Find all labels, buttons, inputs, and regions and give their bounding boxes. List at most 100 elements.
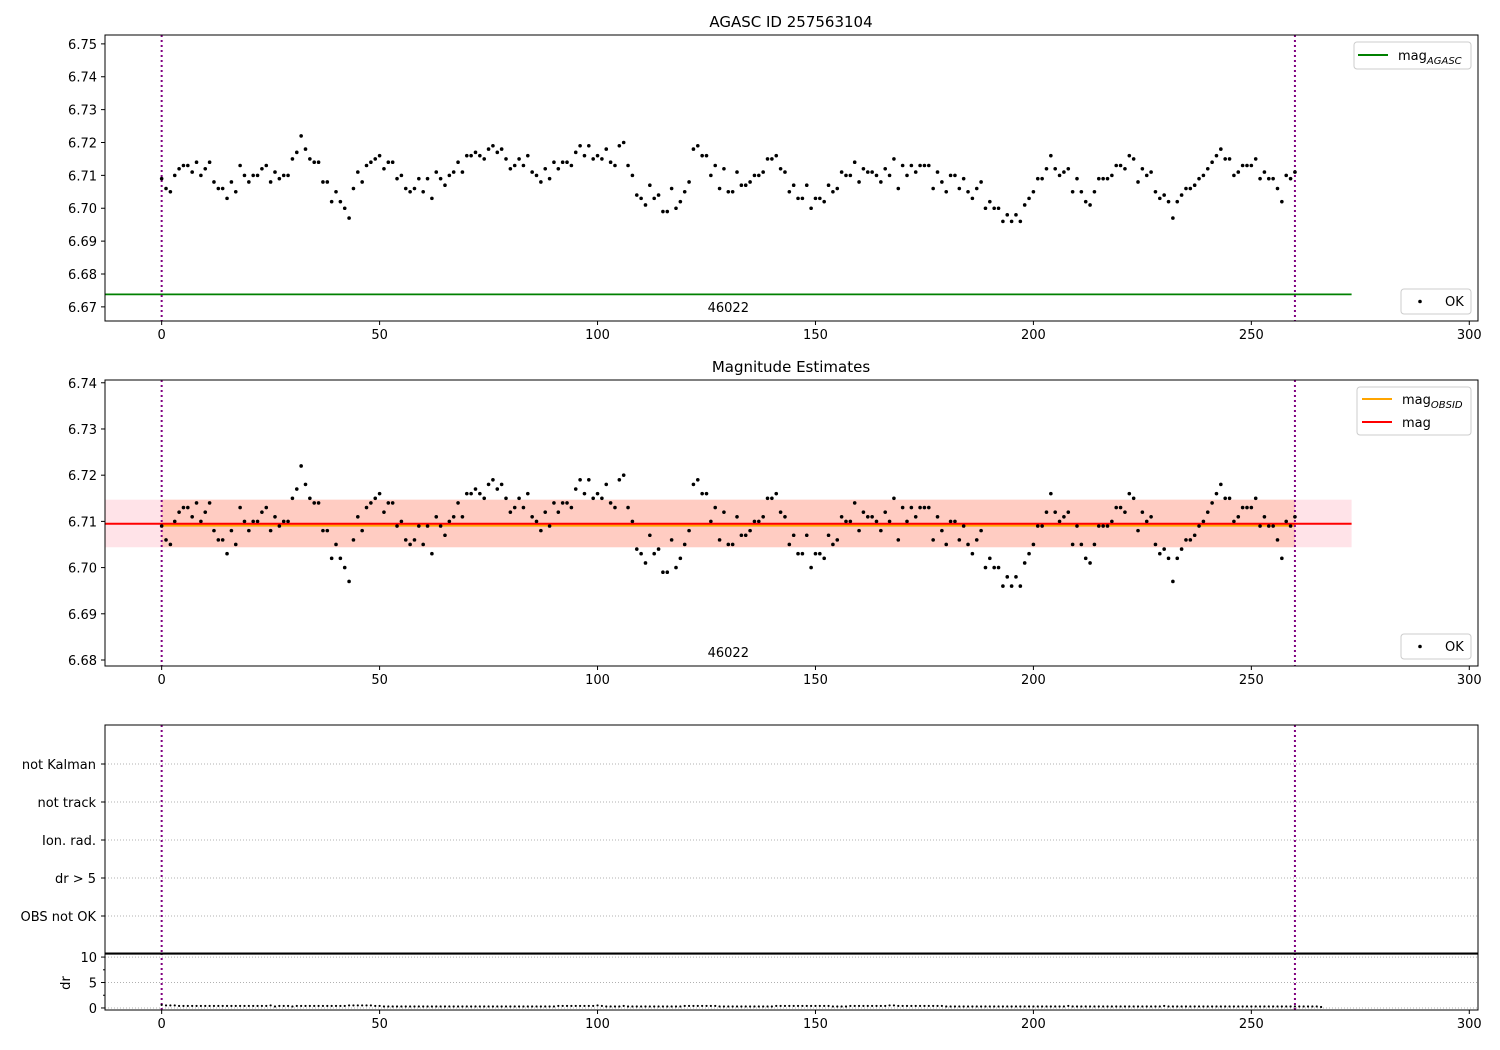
data-point xyxy=(1211,1005,1214,1008)
data-point xyxy=(665,209,670,214)
data-point xyxy=(404,1005,407,1008)
data-point xyxy=(735,1005,739,1008)
data-point xyxy=(364,163,369,168)
data-point xyxy=(207,501,212,505)
data-point xyxy=(560,501,565,505)
data-point xyxy=(613,1005,617,1008)
data-point xyxy=(177,1004,181,1008)
data-point xyxy=(722,510,726,514)
data-point xyxy=(787,542,792,547)
data-point xyxy=(1232,173,1236,178)
data-point xyxy=(879,1004,882,1008)
data-point xyxy=(713,163,718,168)
data-point xyxy=(744,1005,747,1008)
data-point xyxy=(1288,176,1293,181)
data-point xyxy=(525,153,530,158)
data-point xyxy=(913,514,918,519)
data-point xyxy=(291,1005,294,1008)
y-tick-label: 6.70 xyxy=(68,202,97,217)
data-point xyxy=(844,173,848,178)
data-point xyxy=(578,477,582,482)
data-point xyxy=(552,1005,556,1008)
data-point xyxy=(665,570,670,575)
data-point xyxy=(835,186,840,191)
data-point xyxy=(1054,1005,1057,1008)
data-point xyxy=(1289,1005,1292,1008)
data-point xyxy=(957,538,962,542)
data-point xyxy=(1193,1005,1196,1008)
data-point xyxy=(1067,1004,1070,1008)
data-point xyxy=(329,199,334,204)
data-point xyxy=(470,1005,473,1008)
data-point xyxy=(495,150,500,155)
x-tick-label: 0 xyxy=(158,673,166,688)
data-point xyxy=(669,538,674,542)
data-point xyxy=(181,505,186,510)
data-point xyxy=(1166,199,1171,204)
data-point xyxy=(369,501,373,505)
data-point xyxy=(1118,163,1123,168)
data-point xyxy=(1167,1005,1170,1008)
data-point xyxy=(186,163,190,168)
data-point xyxy=(1009,584,1014,588)
data-point xyxy=(290,157,295,161)
data-point xyxy=(478,491,482,496)
data-point xyxy=(897,1004,900,1008)
data-point xyxy=(361,1004,364,1007)
data-point xyxy=(382,510,386,514)
data-point xyxy=(464,153,469,158)
x-tick-label: 250 xyxy=(1239,328,1264,343)
data-point xyxy=(299,134,303,138)
data-point xyxy=(748,1005,752,1008)
data-point xyxy=(573,150,578,155)
data-point xyxy=(975,1005,978,1008)
x-tick-label: 100 xyxy=(585,328,610,343)
data-point xyxy=(435,1005,438,1008)
data-point xyxy=(1153,542,1158,547)
data-point xyxy=(818,551,822,556)
data-point xyxy=(1241,1005,1244,1008)
x-tick-label: 100 xyxy=(585,673,610,688)
data-point xyxy=(425,176,430,181)
data-point xyxy=(683,1004,686,1008)
x-tick-label: 0 xyxy=(158,328,166,343)
data-point xyxy=(865,514,870,519)
data-point xyxy=(714,1004,717,1008)
data-point xyxy=(626,1005,630,1008)
data-point xyxy=(1110,519,1114,524)
data-point xyxy=(443,533,447,538)
data-point xyxy=(561,1004,564,1008)
data-point xyxy=(691,482,696,487)
data-point xyxy=(1219,1005,1222,1008)
data-point xyxy=(1014,213,1018,217)
data-point xyxy=(316,160,321,165)
data-point xyxy=(1188,186,1193,191)
data-point xyxy=(569,163,574,168)
data-point xyxy=(578,143,582,148)
data-point xyxy=(804,183,809,188)
legend-label: OK xyxy=(1445,295,1464,310)
data-point xyxy=(1031,542,1036,547)
data-point xyxy=(172,519,177,524)
data-point xyxy=(225,1004,229,1008)
data-point xyxy=(704,491,709,496)
data-point xyxy=(1005,575,1010,579)
data-point xyxy=(927,163,931,168)
legend-label: OK xyxy=(1445,640,1464,655)
data-point xyxy=(696,1004,699,1008)
data-point xyxy=(1184,538,1188,542)
data-point xyxy=(413,1005,416,1008)
data-point xyxy=(1276,1005,1279,1008)
data-point xyxy=(1284,173,1289,178)
data-point xyxy=(678,556,683,561)
data-point xyxy=(617,143,622,148)
data-point xyxy=(225,196,229,201)
data-point xyxy=(425,524,430,528)
data-point xyxy=(1105,176,1110,181)
data-point xyxy=(1319,1005,1323,1009)
data-point xyxy=(1105,524,1110,528)
data-point xyxy=(709,1004,712,1008)
data-point xyxy=(1271,176,1275,181)
data-point xyxy=(970,196,975,201)
data-point xyxy=(1044,510,1049,514)
